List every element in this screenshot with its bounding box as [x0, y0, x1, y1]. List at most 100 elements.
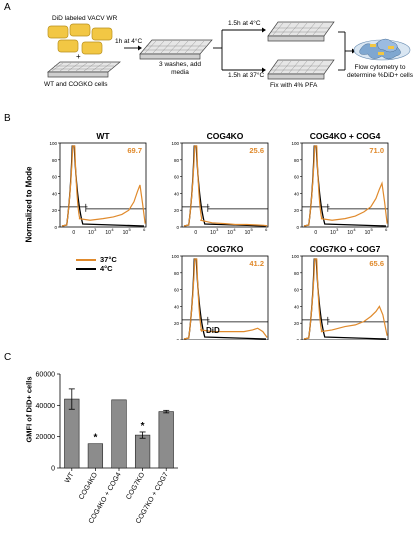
virus-particles-icon: [47, 23, 113, 55]
x-tick-label: 0: [314, 230, 317, 236]
curve-37c: [303, 145, 388, 227]
y-tick-label: 0: [296, 338, 299, 340]
bar: [87, 443, 104, 469]
y-tick-label: 100: [291, 141, 299, 146]
y-tick-label: 60: [174, 175, 180, 180]
x-tick-label: 10: [347, 230, 353, 236]
y-tick-label: 40: [174, 191, 180, 196]
y-tick-label: 40: [294, 304, 300, 309]
curve-37c: [303, 258, 388, 340]
panel-c-letter: C: [4, 352, 12, 363]
y-tick-label: 80: [174, 271, 180, 276]
panel-a-letter: A: [4, 2, 11, 13]
y-tick-label: 100: [291, 254, 299, 259]
x-tick-label: 10: [227, 230, 233, 236]
schematic: [47, 21, 411, 80]
cold-arm-label: 1.5h at 4°C: [228, 20, 261, 27]
virus-label: DiD labeled VACV WR: [52, 15, 118, 22]
y-tick-label: 20: [294, 208, 300, 213]
x-tick-label: 5: [129, 227, 132, 232]
cells-label: WT and COGKO cells: [44, 81, 108, 88]
y-tick-label: 60000: [36, 372, 56, 379]
y-tick-label: 80: [294, 158, 300, 163]
readout-label: Flow cytometry to determine %DiD+ cells: [347, 64, 413, 79]
y-tick-label: 80: [52, 158, 58, 163]
percent-positive-value: 25.6: [249, 146, 264, 155]
y-tick-label: 100: [171, 254, 179, 259]
significance-star: *: [141, 421, 145, 432]
curve-37c: [183, 258, 268, 340]
y-tick-label: 20: [174, 208, 180, 213]
x-tick-label: 0: [72, 230, 75, 236]
plus-sign: +: [76, 52, 81, 61]
legend-label-4c: 4°C: [100, 264, 113, 273]
x-tick-label: 10: [88, 230, 94, 236]
x-tick-label: 10: [123, 230, 129, 236]
y-tick-label: 60: [294, 288, 300, 293]
bar: [158, 411, 174, 469]
plate-37c-icon: [267, 59, 335, 80]
x-tick-label: 6: [143, 227, 146, 232]
percent-positive-value: 69.7: [127, 146, 142, 155]
y-tick-label: 0: [176, 225, 179, 230]
legend-label-37c: 37°C: [100, 255, 117, 264]
x-tick-label: 10: [365, 230, 371, 236]
x-tick-label: 3: [216, 227, 219, 232]
y-tick-label: 40000: [36, 403, 56, 410]
y-tick-label: 80: [294, 271, 300, 276]
x-tick-label: 3: [94, 227, 97, 232]
x-tick-label: 10: [105, 230, 111, 236]
well-plate-icon: [47, 61, 121, 78]
y-tick-label: 40: [294, 191, 300, 196]
x-tick-label: 3: [336, 227, 339, 232]
x-tick-label: 6: [265, 227, 268, 232]
percent-positive-value: 71.0: [369, 146, 384, 155]
x-tick-label: 4: [353, 227, 356, 232]
x-tick-label: 10: [330, 230, 336, 236]
histogram-title: COG4KO: [207, 131, 244, 141]
category-label: WT: [64, 471, 76, 485]
y-tick-label: 20000: [36, 434, 56, 441]
fix-label: Fix with 4% PFA: [270, 82, 318, 89]
x-tick-label: 4: [233, 227, 236, 232]
y-tick-label: 20: [52, 208, 58, 213]
y-tick-label: 60: [294, 175, 300, 180]
curve-37c: [183, 145, 268, 227]
significance-star: *: [93, 433, 97, 444]
y-tick-label: 0: [296, 225, 299, 230]
y-tick-label: 0: [51, 466, 55, 473]
histogram-title: COG7KO: [207, 244, 244, 254]
y-tick-label: 0: [176, 338, 179, 340]
y-tick-label: 40: [174, 304, 180, 309]
curve-37c: [61, 145, 146, 227]
plate-4c-icon: [267, 21, 335, 42]
histogram-title: COG7KO + COG7: [310, 244, 381, 254]
y-tick-label: 40: [52, 191, 58, 196]
warm-arm-label: 1.5h at 37°C: [228, 72, 265, 79]
y-tick-label: 60: [52, 175, 58, 180]
panel-b-letter: B: [4, 113, 11, 124]
x-tick-label: 5: [251, 227, 254, 232]
infected-cells-icon: [353, 38, 411, 61]
category-label: COG4KO: [78, 471, 99, 501]
percent-positive-value: 41.2: [249, 259, 264, 268]
y-tick-label: 100: [49, 141, 57, 146]
step2-label: 3 washes, add media: [159, 61, 201, 76]
x-tick-label: 10: [210, 230, 216, 236]
step1-label: 1h at 4°C: [115, 38, 143, 45]
x-tick-label: 4: [111, 227, 114, 232]
x-tick-label: 6: [385, 227, 388, 232]
y-tick-label: 20: [174, 321, 180, 326]
y-tick-label: 100: [171, 141, 179, 146]
y-tick-label: 80: [174, 158, 180, 163]
x-tick-label: 10: [245, 230, 251, 236]
x-tick-label: 0: [194, 230, 197, 236]
y-tick-label: 60: [174, 288, 180, 293]
